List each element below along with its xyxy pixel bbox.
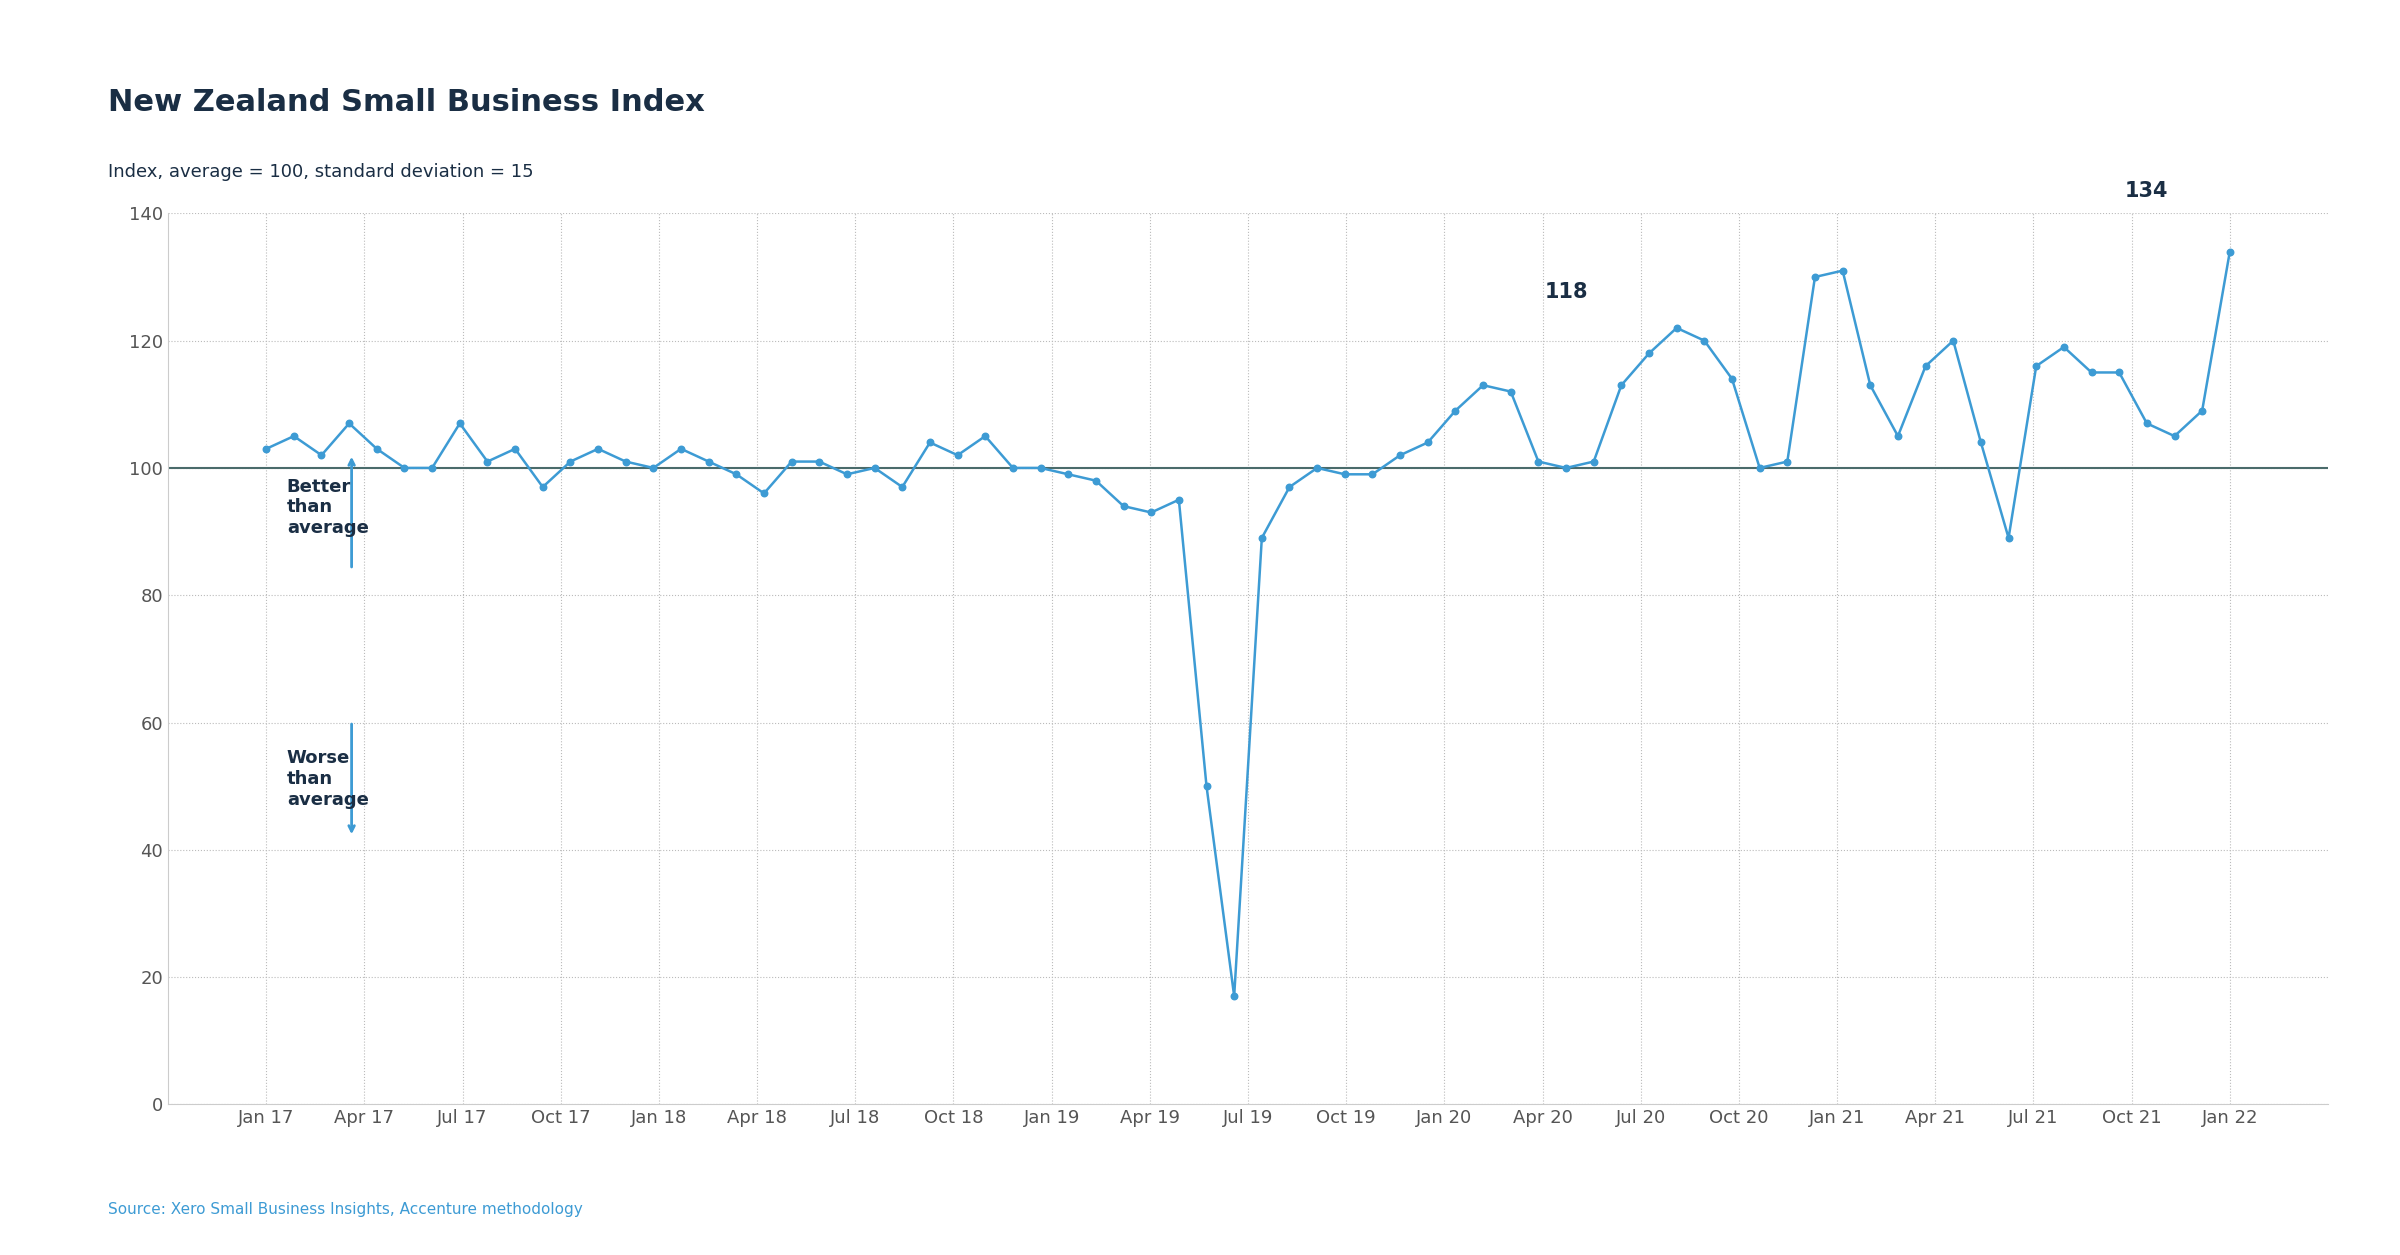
Point <box>442 413 480 433</box>
Text: Source: Xero Small Business Insights, Accenture methodology: Source: Xero Small Business Insights, Ac… <box>108 1202 583 1217</box>
Point <box>2129 413 2167 433</box>
Point <box>1990 528 2028 548</box>
Point <box>523 477 562 497</box>
Point <box>1464 375 1502 395</box>
Point <box>1409 433 1447 453</box>
Point <box>1879 427 1918 447</box>
Point <box>1906 356 1944 376</box>
Text: Index, average = 100, standard deviation = 15: Index, average = 100, standard deviation… <box>108 163 533 181</box>
Point <box>1824 261 1862 281</box>
Point <box>2155 427 2194 447</box>
Point <box>2045 336 2083 356</box>
Point <box>1740 458 1778 478</box>
Point <box>1630 344 1668 364</box>
Point <box>2210 241 2249 261</box>
Text: 134: 134 <box>2124 181 2170 201</box>
Point <box>2100 363 2138 383</box>
Point <box>1961 433 1999 453</box>
Point <box>302 446 341 466</box>
Point <box>773 452 811 472</box>
Text: Better
than
average: Better than average <box>288 478 370 537</box>
Text: Worse
than
average: Worse than average <box>288 749 370 809</box>
Point <box>1380 446 1418 466</box>
Point <box>578 439 617 459</box>
Point <box>967 427 1006 447</box>
Point <box>1298 458 1337 478</box>
Point <box>1658 318 1697 338</box>
Point <box>662 439 701 459</box>
Point <box>1490 382 1529 402</box>
Point <box>718 464 756 484</box>
Point <box>386 458 425 478</box>
Point <box>1685 330 1723 350</box>
Point <box>274 427 312 447</box>
Point <box>1714 369 1752 389</box>
Point <box>1270 477 1308 497</box>
Point <box>497 439 535 459</box>
Text: 118: 118 <box>1543 282 1589 302</box>
Point <box>1159 489 1198 510</box>
Point <box>607 452 646 472</box>
Point <box>1769 452 1807 472</box>
Point <box>1049 464 1087 484</box>
Point <box>1133 502 1171 522</box>
Point <box>1243 528 1282 548</box>
Point <box>689 452 727 472</box>
Point <box>1850 375 1889 395</box>
Point <box>329 413 367 433</box>
Point <box>938 446 977 466</box>
Point <box>744 483 782 503</box>
Point <box>1795 267 1834 287</box>
Point <box>1104 496 1142 516</box>
Point <box>1934 330 1973 350</box>
Point <box>1548 458 1586 478</box>
Point <box>1188 776 1226 796</box>
Point <box>2184 400 2222 420</box>
Point <box>552 452 590 472</box>
Point <box>1325 464 1363 484</box>
Point <box>413 458 451 478</box>
Point <box>1354 464 1392 484</box>
Point <box>2071 363 2110 383</box>
Point <box>1078 471 1116 491</box>
Point <box>634 458 672 478</box>
Point <box>910 433 948 453</box>
Point <box>1022 458 1061 478</box>
Point <box>1603 375 1642 395</box>
Point <box>1435 400 1474 420</box>
Text: New Zealand Small Business Index: New Zealand Small Business Index <box>108 88 706 117</box>
Point <box>1574 452 1613 472</box>
Point <box>2016 356 2054 376</box>
Point <box>994 458 1032 478</box>
Point <box>358 439 396 459</box>
Point <box>799 452 838 472</box>
Point <box>247 439 286 459</box>
Point <box>854 458 893 478</box>
Point <box>1519 452 1558 472</box>
Point <box>1214 986 1253 1007</box>
Point <box>883 477 922 497</box>
Point <box>828 464 866 484</box>
Point <box>468 452 506 472</box>
